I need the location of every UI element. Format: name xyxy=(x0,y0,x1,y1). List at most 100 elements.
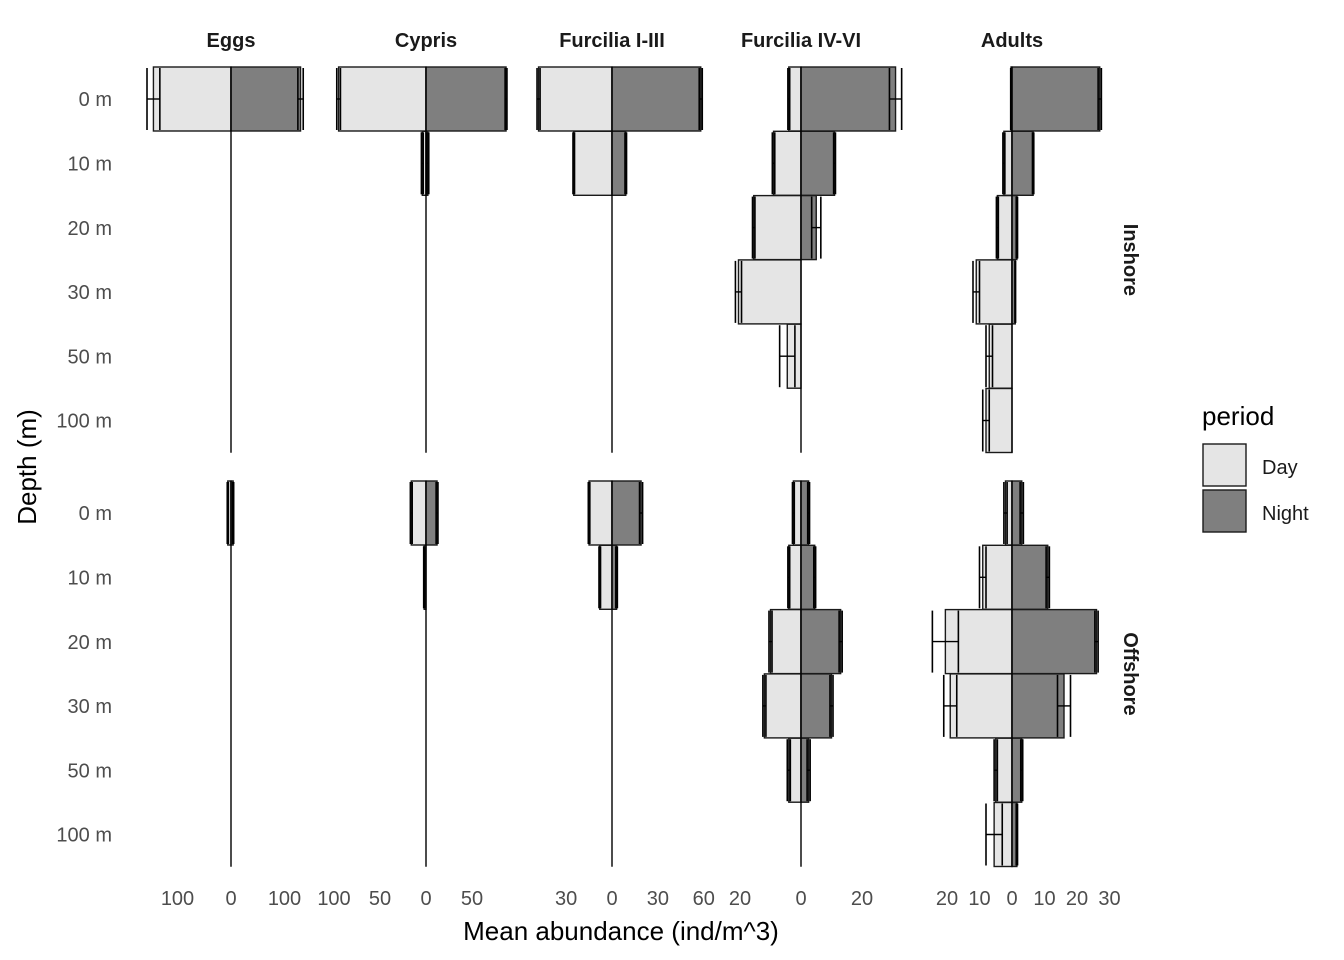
facet-label-furcilia-iv-vi: Furcilia IV-VI xyxy=(741,30,861,52)
day-error-bar xyxy=(335,68,342,130)
x-tick-label: 20 xyxy=(936,888,958,910)
y-tick-label: 30 m xyxy=(68,696,112,718)
legend-title: period xyxy=(1202,401,1274,431)
panel-offshore-eggs xyxy=(226,480,235,867)
day-error-bar xyxy=(226,482,230,544)
day-error-bar xyxy=(787,546,791,609)
y-tick-label: 50 m xyxy=(68,760,112,782)
day-error-bar xyxy=(422,546,426,609)
day-error-bar xyxy=(420,132,425,195)
panel-inshore-adults xyxy=(972,66,1103,454)
x-tick-label: 0 xyxy=(225,888,236,910)
night-error-bar xyxy=(1045,546,1051,609)
day-error-bar xyxy=(1003,482,1008,544)
day-bar xyxy=(599,544,613,610)
legend-label-day: Day xyxy=(1262,457,1298,479)
day-bar xyxy=(982,544,1013,610)
day-error-bar xyxy=(993,739,999,802)
night-error-bar xyxy=(838,610,843,673)
panel-inshore-eggs xyxy=(146,66,305,453)
night-bar xyxy=(800,130,836,197)
x-tick-label: 30 xyxy=(1098,888,1120,910)
x-tick-label: 0 xyxy=(1006,888,1017,910)
day-error-bar xyxy=(931,610,960,673)
night-bar xyxy=(1011,608,1098,675)
night-error-bar xyxy=(1031,132,1035,195)
x-tick-label: 0 xyxy=(606,888,617,910)
night-bar xyxy=(611,66,702,132)
x-tick-label: 30 xyxy=(555,888,577,910)
x-tick-label: 50 xyxy=(369,888,391,910)
x-tick-label: 50 xyxy=(461,888,483,910)
night-error-bar xyxy=(426,132,430,195)
day-error-bar xyxy=(771,132,776,195)
night-error-bar xyxy=(829,674,834,737)
y-axis-title: Depth (m) xyxy=(12,409,42,525)
night-error-bar xyxy=(1015,803,1019,866)
day-error-bar xyxy=(995,196,1000,259)
labels-layer: Eggs Cypris Furcilia I-III Furcilia IV-VI Ad… xyxy=(56,30,1141,910)
panel-inshore-cypris xyxy=(335,66,508,453)
legend-key-night xyxy=(1202,489,1247,533)
legend-key-day xyxy=(1202,443,1247,487)
day-error-bar xyxy=(1002,132,1006,195)
day-error-bar xyxy=(146,68,161,130)
day-error-bar xyxy=(972,260,981,323)
y-tick-label: 10 m xyxy=(68,153,112,175)
night-error-bar xyxy=(1094,610,1099,673)
day-error-bar xyxy=(942,674,958,737)
night-bar xyxy=(800,544,816,610)
night-bar xyxy=(230,66,302,132)
x-tick-label: 10 xyxy=(1033,888,1055,910)
y-tick-label: 0 m xyxy=(79,503,112,525)
x-tick-label: 0 xyxy=(795,888,806,910)
night-error-bar xyxy=(231,482,235,544)
day-bar xyxy=(788,544,802,610)
night-bar xyxy=(1011,130,1034,197)
day-error-bar xyxy=(985,325,994,388)
day-error-bar xyxy=(598,546,602,609)
night-error-bar xyxy=(832,132,837,195)
day-error-bar xyxy=(786,739,792,802)
day-error-bar xyxy=(791,482,796,544)
day-error-bar xyxy=(768,610,773,673)
day-bar xyxy=(772,130,802,197)
night-error-bar xyxy=(806,739,811,802)
day-bar xyxy=(337,66,427,132)
x-tick-label: 20 xyxy=(1066,888,1088,910)
night-error-bar xyxy=(698,68,704,130)
y-tick-label: 100 m xyxy=(56,825,112,847)
night-error-bar xyxy=(638,482,644,544)
night-error-bar xyxy=(1056,674,1072,737)
x-tick-label: 60 xyxy=(693,888,715,910)
night-error-bar xyxy=(1097,68,1103,130)
night-bar xyxy=(800,608,842,675)
x-tick-label: 10 xyxy=(968,888,990,910)
night-bar xyxy=(611,480,642,546)
x-tick-label: 20 xyxy=(729,888,751,910)
y-tick-label: 30 m xyxy=(68,282,112,304)
legend-label-night: Night xyxy=(1262,503,1309,525)
day-bar xyxy=(763,673,802,739)
day-bar xyxy=(537,66,613,132)
day-error-bar xyxy=(762,674,767,737)
night-bar xyxy=(1011,66,1101,132)
facet-label-adults: Adults xyxy=(981,30,1043,52)
day-bar xyxy=(788,66,802,132)
y-tick-label: 100 m xyxy=(56,411,112,433)
day-bar xyxy=(573,130,613,197)
day-bar xyxy=(737,259,802,325)
day-error-bar xyxy=(572,132,576,195)
x-tick-label: 0 xyxy=(420,888,431,910)
night-bar xyxy=(425,66,507,132)
day-error-bar xyxy=(587,482,591,544)
night-error-bar xyxy=(624,132,628,195)
night-error-bar xyxy=(888,68,903,130)
y-tick-label: 20 m xyxy=(68,632,112,654)
panel-offshore-furcilia-iv-vi xyxy=(762,480,843,867)
day-error-bar xyxy=(751,196,756,259)
night-error-bar xyxy=(435,482,439,544)
night-error-bar xyxy=(1019,482,1025,544)
night-error-bar xyxy=(806,482,811,544)
